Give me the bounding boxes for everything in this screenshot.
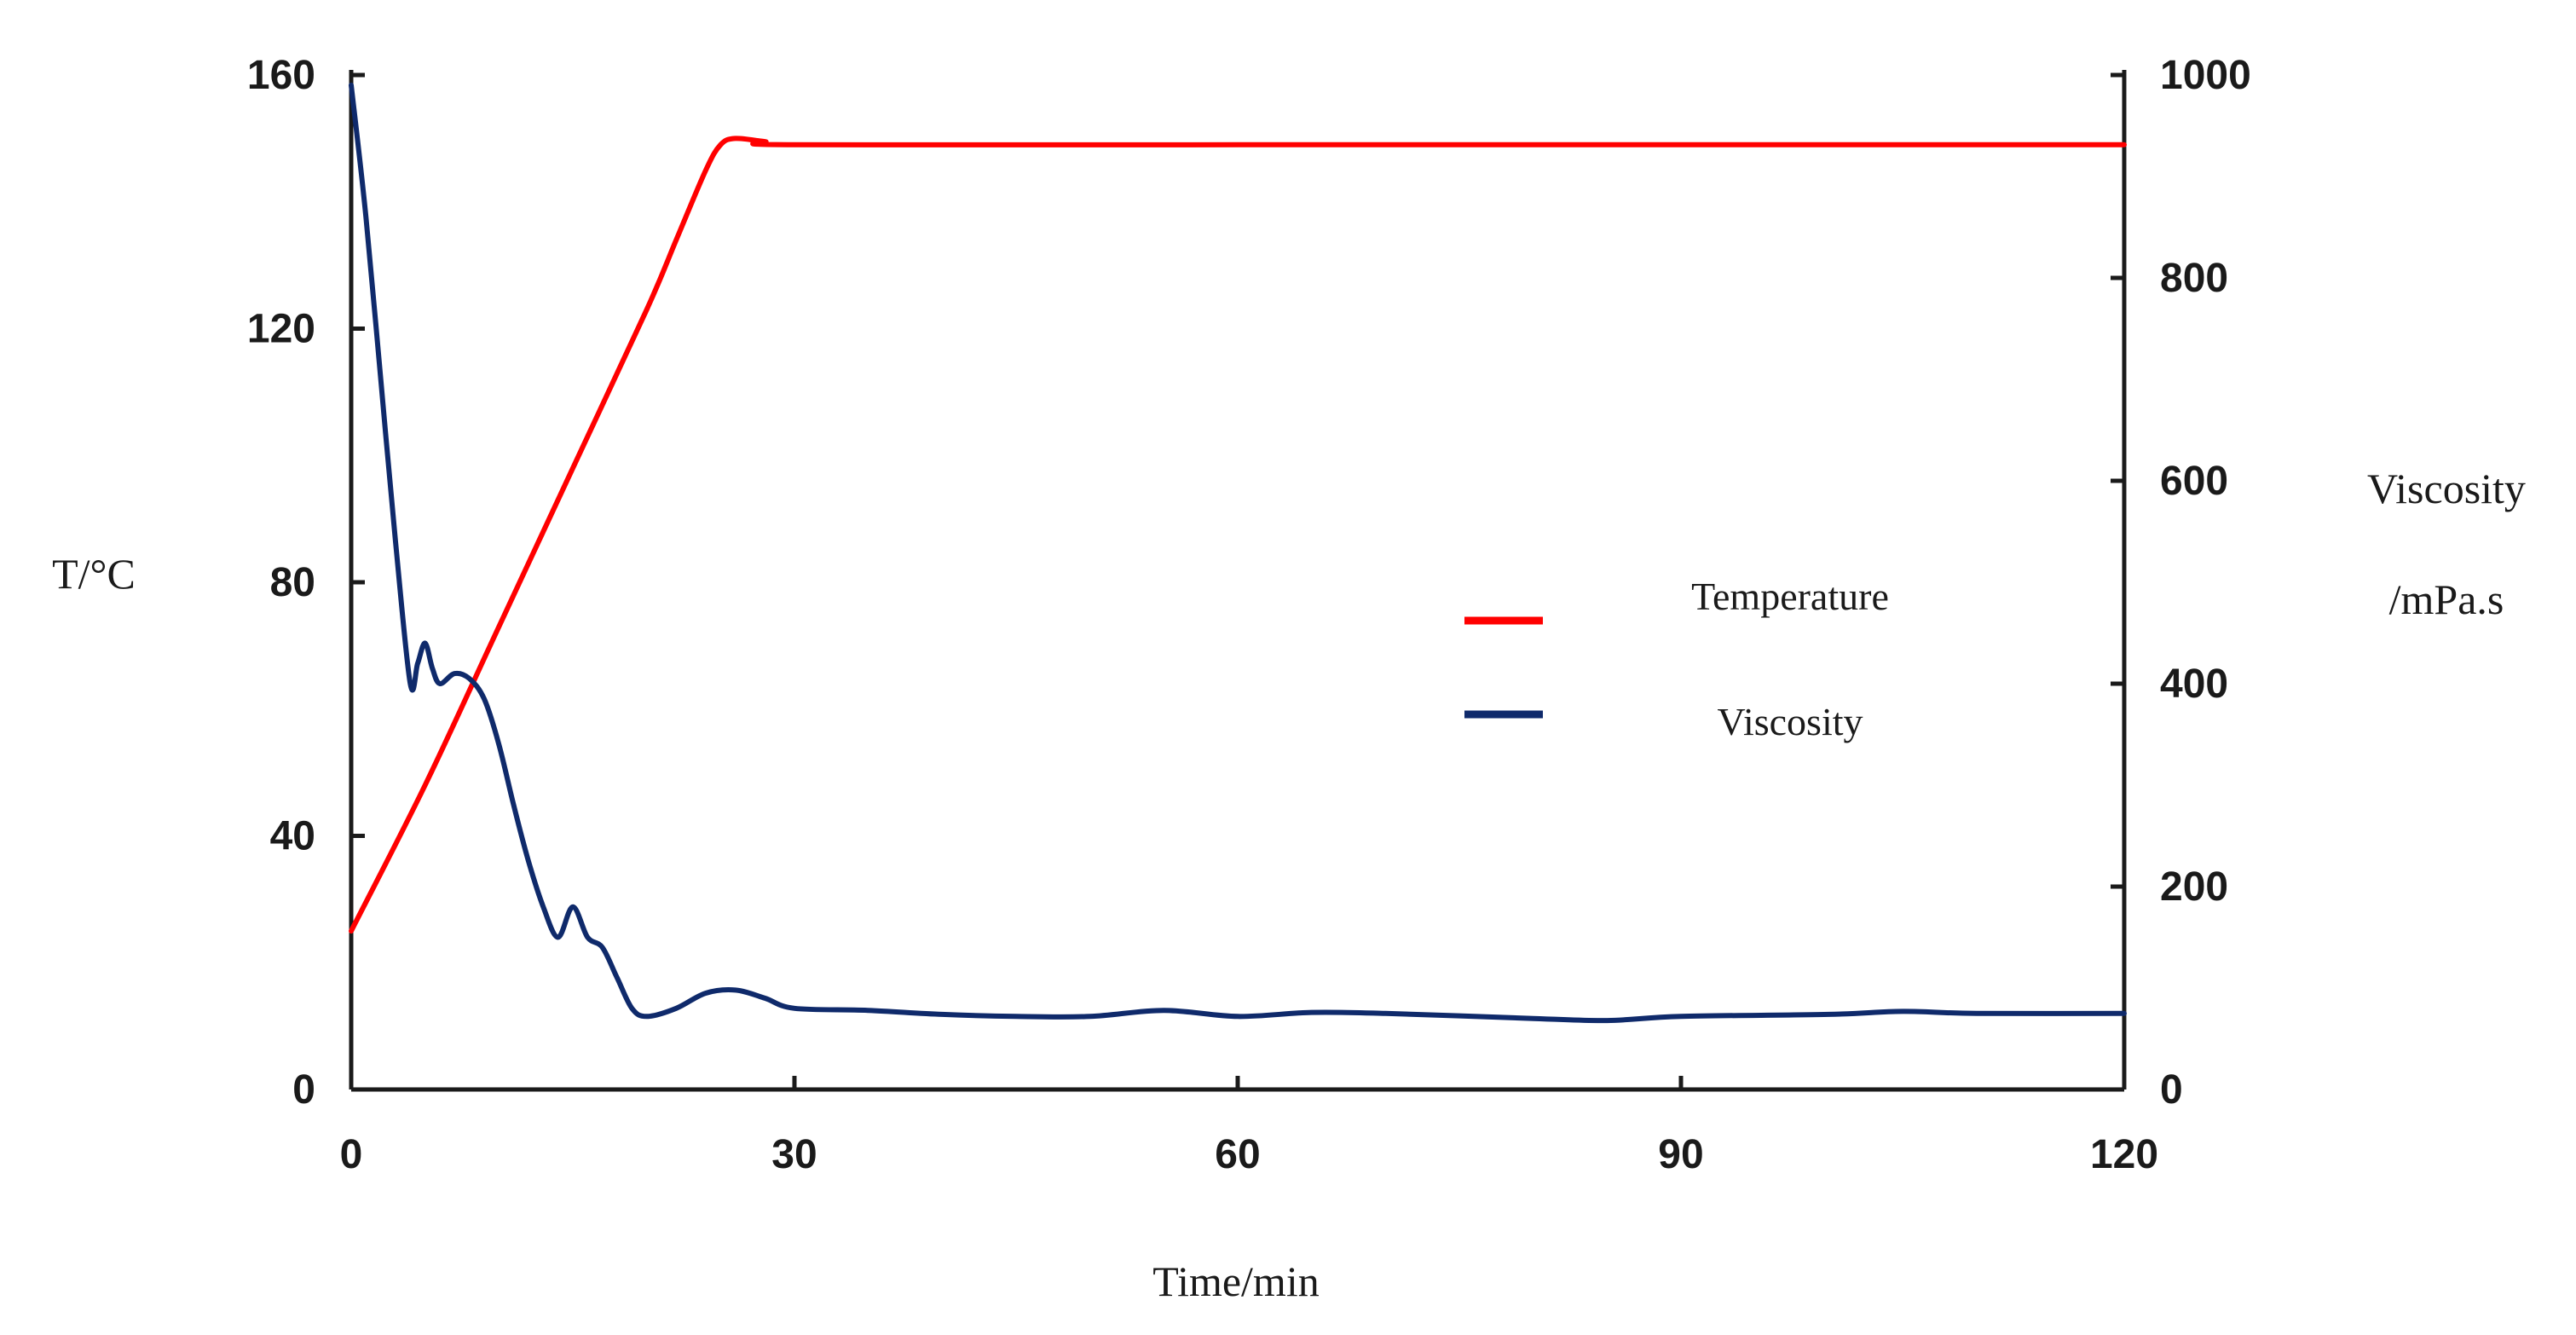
x-tick-label: 60 [1215, 1132, 1260, 1177]
series-line-viscosity [349, 82, 2127, 1024]
x-tick-label: 0 [340, 1132, 363, 1177]
legend-label-viscosity: Viscosity [1717, 700, 1863, 743]
y-left-tick-label: 160 [247, 53, 315, 98]
y-right-tick-label: 1000 [2160, 53, 2251, 98]
y-left-tick-label: 80 [270, 560, 315, 605]
series-line-temperature [349, 136, 2127, 934]
y-left-tick-label: 40 [270, 814, 315, 859]
axes [349, 70, 2127, 1092]
series-lines [349, 82, 2127, 1024]
x-tick-label: 90 [1658, 1132, 1703, 1177]
x-tick-label: 120 [2090, 1132, 2158, 1177]
y-left-tick-label: 0 [292, 1067, 315, 1112]
x-tick-label: 30 [771, 1132, 817, 1177]
y-right-tick-label: 600 [2160, 459, 2228, 504]
legend-label-temperature: Temperature [1691, 575, 1889, 618]
y-right-tick-label: 0 [2160, 1067, 2183, 1112]
y-right-tick-label: 800 [2160, 256, 2228, 301]
y-right-tick-label: 400 [2160, 662, 2228, 707]
y-axis-right-title-line2: /mPa.s [2389, 575, 2504, 623]
legend: Temperature Viscosity [1464, 575, 1889, 743]
y-axis-right-title-line1: Viscosity [2367, 465, 2526, 512]
y-left-tick-label: 120 [247, 307, 315, 352]
y-right-tick-label: 200 [2160, 864, 2228, 910]
x-axis-title: Time/min [1152, 1257, 1319, 1305]
y-axis-left-title: T/°C [52, 550, 136, 598]
